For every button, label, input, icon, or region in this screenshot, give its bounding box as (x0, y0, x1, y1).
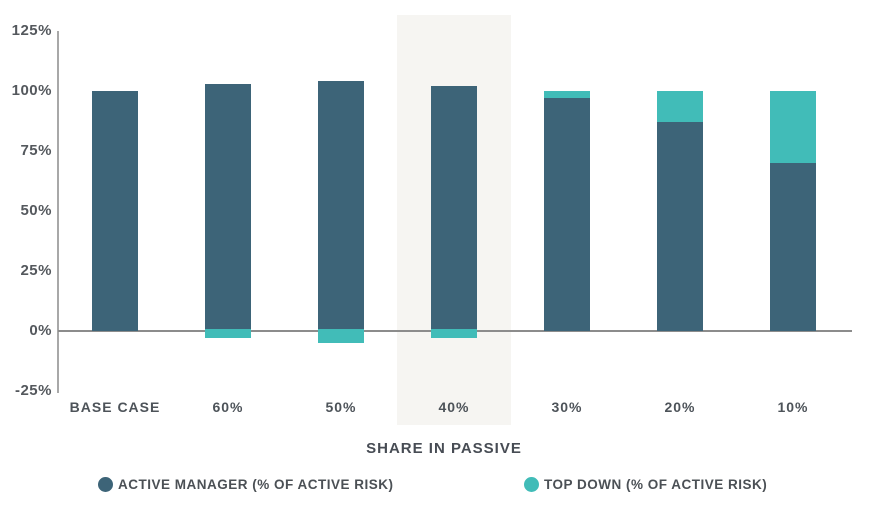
bar-segment-active-manager (205, 83, 251, 331)
bar-segment-active-manager (431, 86, 477, 331)
legend-item: ACTIVE MANAGER (% OF ACTIVE RISK) (98, 474, 394, 494)
x-tick-label: 60% (212, 399, 244, 415)
legend: ACTIVE MANAGER (% OF ACTIVE RISK) TOP DOW… (0, 474, 870, 498)
y-tick-label: 100% (11, 82, 52, 99)
x-tick-label: 30% (551, 399, 583, 415)
y-tick-label: 0% (29, 322, 52, 339)
y-tick-label: 25% (20, 262, 52, 279)
legend-swatch-icon (524, 476, 539, 492)
bar-segment-top-down (431, 329, 477, 339)
y-tick-label: 75% (20, 142, 52, 159)
x-tick-label: 40% (438, 399, 470, 415)
x-tick-label: 50% (325, 399, 357, 415)
bar-segment-top-down (657, 91, 703, 123)
x-tick-label: BASE CASE (69, 399, 161, 415)
bar-segment-active-manager (92, 91, 138, 331)
bar-segment-active-manager (770, 163, 816, 331)
legend-label: ACTIVE MANAGER (% OF ACTIVE RISK) (118, 476, 394, 492)
y-tick-label: -25% (14, 382, 52, 399)
y-axis-line (57, 31, 59, 393)
x-tick-label: 10% (777, 399, 809, 415)
x-axis-title: SHARE IN PASSIVE (366, 440, 522, 457)
legend-item: TOP DOWN (% OF ACTIVE RISK) (524, 474, 767, 494)
x-tick-label: 20% (664, 399, 696, 415)
bar-segment-top-down (544, 91, 590, 99)
bar-segment-active-manager (544, 98, 590, 331)
legend-label: TOP DOWN (% OF ACTIVE RISK) (544, 476, 768, 492)
bar-segment-top-down (205, 329, 251, 339)
bar-segment-active-manager (318, 81, 364, 331)
y-tick-label: 50% (20, 202, 52, 219)
y-tick-label: 125% (11, 22, 52, 39)
legend-swatch-icon (98, 476, 113, 492)
bar-segment-top-down (318, 329, 364, 343)
bar-segment-active-manager (657, 122, 703, 331)
bar-segment-top-down (770, 91, 816, 163)
